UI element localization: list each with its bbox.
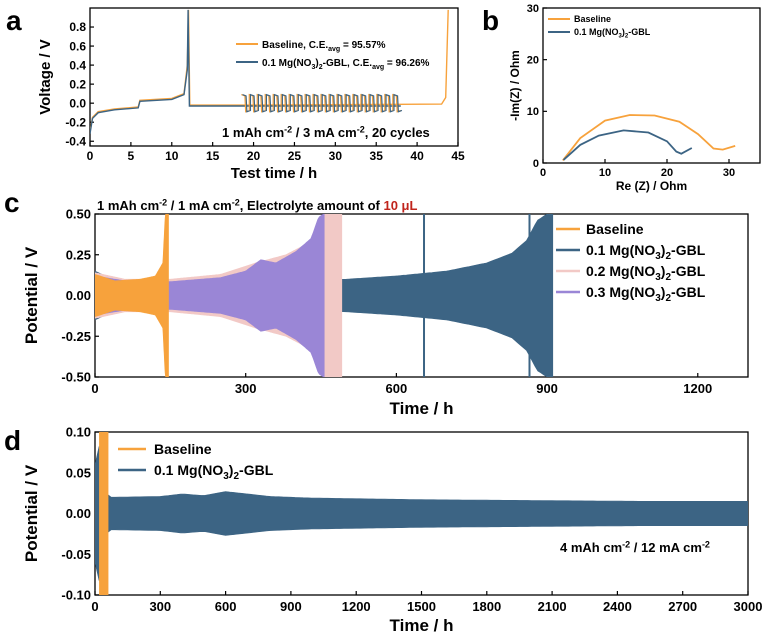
x-tick-label: 5 [128, 149, 135, 163]
x-tick-label: 15 [206, 149, 220, 163]
y-axis-label: Potential / V [22, 464, 41, 562]
nyquist-curve-mg-gbl [562, 129, 693, 161]
panel-c-plot-area [95, 214, 554, 377]
y-tick-label: 0.00 [66, 288, 91, 303]
y-tick-label: 0.0 [69, 96, 86, 110]
x-tick-label: 30 [329, 149, 343, 163]
x-tick-label: 20 [661, 167, 673, 179]
band-baseline [99, 432, 109, 595]
y-tick-label: -0.05 [61, 547, 91, 562]
y-tick-label: 0.8 [69, 20, 86, 34]
legend-label: 0.1 Mg(NO3)2-GBL [586, 242, 706, 262]
cycling-trace-baseline [241, 93, 401, 113]
panel-d-chart: 0 300 600 900 1200 1500 1800 2100 2400 2700 3000 -0… [22, 425, 762, 635]
x-tick-label: 2400 [603, 599, 632, 614]
x-axis-label: Test time / h [231, 165, 317, 182]
x-tick-label: 0 [540, 167, 546, 179]
y-tick-label: -0.25 [61, 329, 91, 344]
panel-c-chart: 0 300 600 900 1200 -0.50 -0.25 0.00 0.25 0.50 Time… [22, 197, 749, 418]
x-tick-label: 1200 [683, 381, 712, 396]
series-line-mg-gbl [90, 9, 401, 134]
x-tick-label: 10 [165, 149, 179, 163]
y-tick-label: 10 [527, 106, 539, 118]
x-tick-label: 1200 [342, 599, 371, 614]
panel-label-c: c [4, 187, 20, 218]
y-tick-label: -0.2 [65, 115, 86, 129]
x-axis-label: Re (Z) / Ohm [616, 179, 687, 193]
nyquist-curve-baseline [562, 114, 736, 161]
panel-a-chart: 0 5 10 15 20 25 30 35 40 45 -0.4 -0.2 0.0 0.2 0.4 0.6 0.… [37, 7, 465, 182]
x-tick-label: 30 [723, 167, 735, 179]
panel-b-chart: 0 10 20 30 0 10 20 30 Re (Z) / Ohm -Im(Z) / Ohm Ba… [508, 3, 761, 193]
plot-frame [89, 7, 459, 147]
panel-d-plot-area [95, 432, 748, 595]
band-mg-0.3-gbl [95, 214, 324, 377]
x-tick-label: 0 [87, 149, 94, 163]
panel-label-b: b [482, 5, 499, 36]
y-tick-label: -0.4 [65, 134, 86, 148]
x-tick-label: 0 [91, 381, 98, 396]
x-tick-label: 20 [247, 149, 261, 163]
y-tick-label: 0.10 [66, 425, 91, 440]
y-axis-label: -Im(Z) / Ohm [508, 50, 522, 121]
legend-label: Baseline [574, 14, 611, 24]
x-tick-label: 1800 [472, 599, 501, 614]
y-tick-label: -0.50 [61, 370, 91, 385]
y-tick-label: 0.2 [69, 77, 86, 91]
x-tick-label: 35 [370, 149, 384, 163]
legend-label: Baseline, C.E.avg = 95.57% [262, 40, 386, 53]
x-tick-label: 600 [386, 381, 408, 396]
y-tick-label: 30 [527, 3, 539, 15]
legend-label: 0.1 Mg(NO3)2-GBL [154, 462, 274, 482]
x-tick-label: 300 [149, 599, 171, 614]
x-tick-label: 900 [280, 599, 302, 614]
band-mg-0.1-gbl [95, 446, 748, 581]
x-tick-label: 2100 [538, 599, 567, 614]
y-tick-label: 0.05 [66, 465, 91, 480]
panel-label-a: a [6, 5, 22, 36]
x-axis-label: Time / h [390, 399, 454, 418]
legend-label: 0.3 Mg(NO3)2-GBL [586, 284, 706, 304]
cycling-trace-mg-gbl [242, 93, 403, 113]
x-tick-label: 0 [91, 599, 98, 614]
legend-label: 0.2 Mg(NO3)2-GBL [586, 263, 706, 283]
legend-label: Baseline [586, 221, 644, 237]
x-tick-label: 40 [410, 149, 424, 163]
legend-label: 0.1 Mg(NO3)2-GBL [574, 27, 651, 40]
legend-label: Baseline [154, 441, 212, 457]
x-tick-label: 2700 [668, 599, 697, 614]
panel-a-plot-area [90, 9, 449, 134]
x-tick-label: 900 [536, 381, 558, 396]
x-tick-label: 3000 [734, 599, 763, 614]
y-tick-label: 0 [533, 158, 539, 170]
y-tick-label: 0.00 [66, 506, 91, 521]
x-axis-label: Time / h [390, 616, 454, 635]
y-tick-label: 20 [527, 55, 539, 67]
x-tick-label: 25 [288, 149, 302, 163]
y-tick-label: 0.4 [69, 58, 86, 72]
y-tick-label: 0.25 [66, 247, 91, 262]
y-tick-label: 0.6 [69, 39, 86, 53]
cycling-condition-annotation: 4 mAh cm-2 / 12 mA cm-2 [560, 539, 710, 555]
x-tick-label: 600 [215, 599, 237, 614]
y-tick-label: 0.50 [66, 207, 91, 222]
x-tick-label: 45 [451, 149, 465, 163]
chart-title: 1 mAh cm-2 / 1 mA cm-2, Electrolyte amou… [97, 197, 417, 213]
plot-frame [542, 7, 761, 164]
x-tick-label: 300 [235, 381, 257, 396]
band-baseline [95, 214, 169, 377]
y-axis-label: Potential / V [22, 246, 41, 344]
series-line-baseline [90, 9, 449, 132]
x-tick-label: 10 [599, 167, 611, 179]
cycling-condition-annotation: 1 mAh cm-2 / 3 mA cm-2, 20 cycles [222, 124, 430, 140]
y-axis-label: Voltage / V [37, 39, 54, 115]
panel-label-d: d [4, 425, 21, 456]
legend-label: 0.1 Mg(NO3)2-GBL, C.E.avg = 96.26% [262, 58, 430, 71]
x-tick-label: 1500 [407, 599, 436, 614]
y-tick-label: -0.10 [61, 588, 91, 603]
